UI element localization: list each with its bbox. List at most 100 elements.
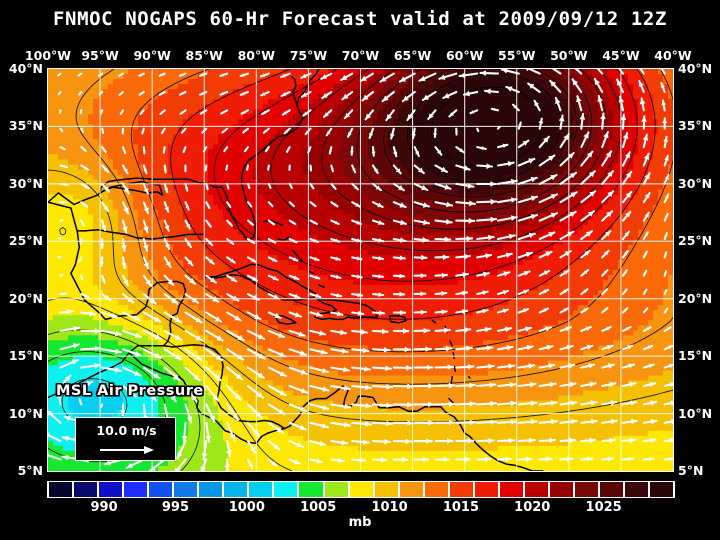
wind-arrow [59,325,81,332]
wind-arrow [576,95,583,112]
wind-arrow [413,237,430,243]
wind-arrow [538,117,544,130]
wind-arrow [309,440,327,447]
wind-arrow [205,201,211,210]
colorbar-swatch [448,482,474,497]
wind-arrow [496,419,518,425]
wind-arrow [224,458,230,471]
wind-arrow [448,109,458,118]
wind-arrow [59,146,66,151]
wind-arrow [442,90,458,99]
colorbar-swatch [273,482,299,497]
wind-arrow [101,219,107,232]
wind-arrow [243,146,250,153]
wind-arrow [205,348,223,362]
wind-arrow [309,182,315,190]
wind-arrow [80,363,102,369]
wind-arrow [246,458,254,470]
wind-arrow [663,382,673,388]
wind-arrow [288,440,304,448]
wind-arrow [163,219,170,232]
wind-arrow [538,344,554,351]
wind-arrow [663,251,668,259]
lon-tick-label: 85°W [185,48,223,63]
wind-arrow [182,146,187,154]
wind-arrow [476,253,493,259]
wind-arrow [476,216,498,223]
wind-arrow [580,307,589,314]
wind-arrow [180,127,187,134]
wind-arrow [101,384,116,391]
wind-arrow [118,90,125,96]
wind-arrow [580,437,597,444]
wind-arrow [226,348,245,361]
wind-arrow [267,440,281,451]
wind-arrow [476,163,494,169]
wind-arrow [413,219,431,226]
wind-arrow [57,90,62,96]
wind-arrow [517,121,522,130]
wind-arrow [434,401,456,407]
wind-arrow [462,90,479,97]
wind-arrow [476,181,497,187]
wind-arrow [559,230,575,241]
wind-arrow [538,326,553,332]
wind-arrow [141,127,145,135]
wind-arrow [359,72,375,83]
wind-arrow [184,403,193,424]
colorbar-unit-label: mb [348,515,372,530]
colorbar-swatch [573,482,600,497]
wind-arrow [455,146,465,154]
wind-arrow [559,210,577,222]
wind-arrow [330,274,342,279]
wind-arrow [642,231,649,241]
wind-arrow [621,307,629,314]
wind-arrow [615,69,625,75]
wind-arrow [496,125,501,130]
colorbar-swatch [473,482,499,497]
wind-arrow [642,326,652,332]
wind-arrow [246,274,258,282]
wind-arrow [101,127,105,134]
wind-arrow [434,327,451,334]
wind-arrow [163,329,183,341]
wind-arrow [413,346,432,352]
wind-arrow [527,82,541,94]
wind-arrow [288,219,297,226]
wind-arrow [223,146,229,153]
wind-arrow [642,133,649,149]
wind-arrow [80,380,94,388]
wind-arrow [148,458,166,471]
wind-arrow [601,249,610,259]
wind-arrow [163,182,169,194]
wind-arrow [476,345,494,351]
wind-arrow [538,212,559,222]
wind-arrow [413,309,427,315]
wind-arrow [371,164,379,175]
wind-arrow [538,154,556,167]
wind-arrow [476,127,480,133]
wind-arrow [184,274,196,285]
wind-arrow [580,456,594,462]
wind-arrow [101,182,111,193]
wind-arrow [580,381,597,388]
wind-arrow [59,164,69,169]
wind-arrow [580,210,596,222]
wind-arrow [661,99,666,112]
wind-arrow [121,311,141,322]
wind-arrow [458,72,479,79]
wind-arrow [267,384,287,397]
lat-tick-label: 25°N [8,233,43,249]
wind-arrow [392,164,402,175]
colorbar-swatch [348,482,374,497]
wind-arrow [246,311,262,321]
wind-arrow [455,200,476,207]
wind-arrow [496,178,518,185]
wind-arrow [142,329,163,340]
wind-arrow [621,288,628,296]
wind-arrow [559,381,577,388]
wind-arrow [80,293,90,298]
wind-arrow [621,230,631,241]
wind-arrow [496,233,516,241]
wind-arrow [288,256,299,262]
